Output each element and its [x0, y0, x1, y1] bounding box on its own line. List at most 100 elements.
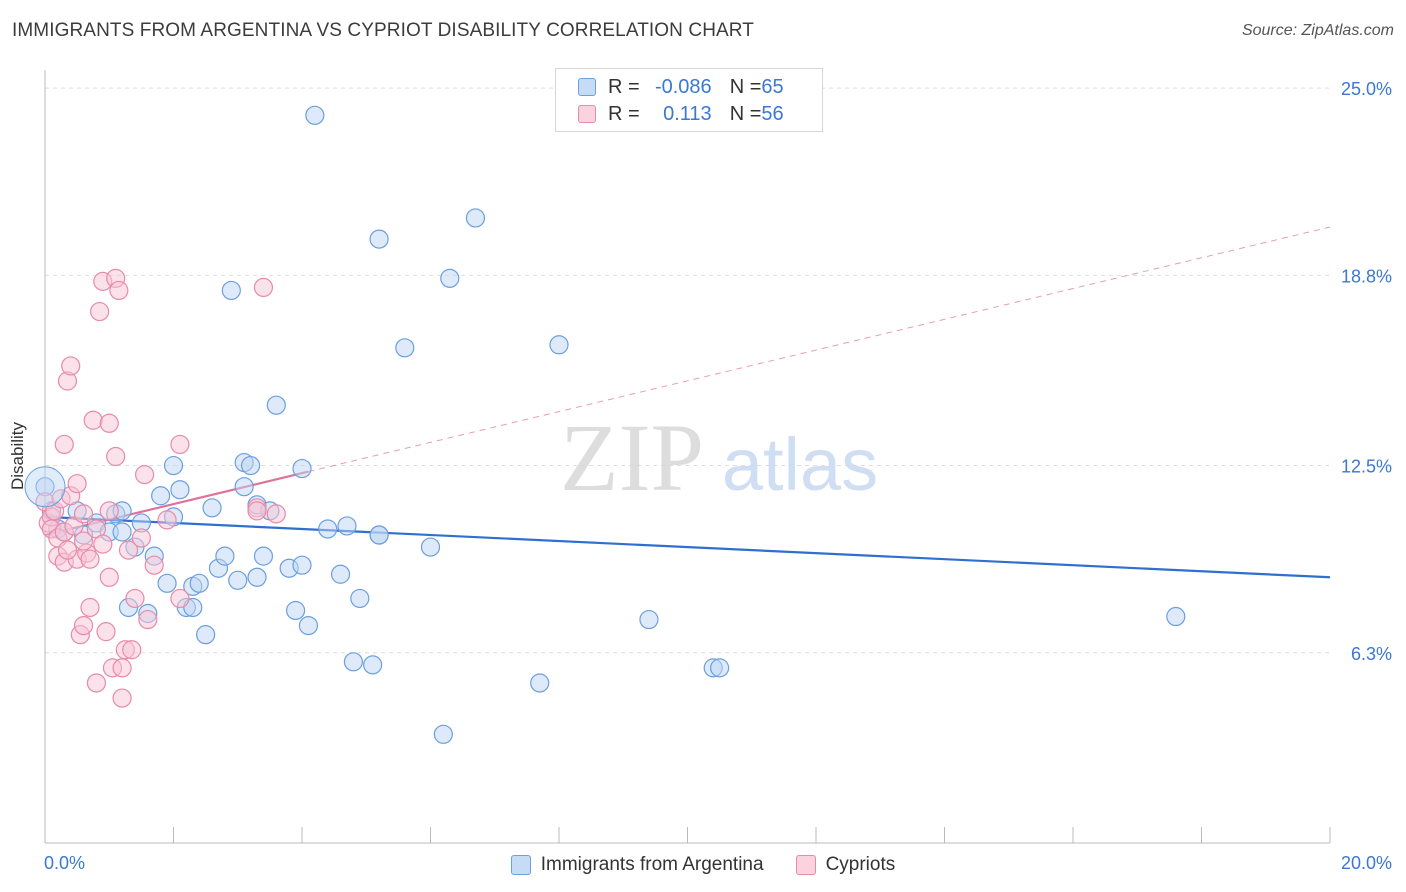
point-cypriots [73, 531, 94, 551]
data-points [24, 105, 1186, 744]
legend-n-label: N = [729, 75, 762, 98]
point-cypriots [134, 465, 155, 485]
legend-swatch-cypriots [578, 105, 596, 123]
point-cypriots [266, 504, 286, 524]
point-argentina [369, 525, 389, 545]
point-argentina [253, 546, 274, 566]
series-swatch-cypriots [795, 855, 816, 875]
legend-r-label: R = [608, 75, 640, 98]
point-cypriots [125, 588, 145, 609]
point-argentina [234, 477, 254, 497]
point-cypriots [247, 501, 267, 521]
point-argentina [189, 573, 209, 593]
point-cypriots [96, 622, 116, 642]
point-argentina [170, 480, 190, 500]
point-cypriots [54, 434, 74, 455]
point-argentina [350, 588, 370, 609]
point-cypriots [106, 446, 126, 467]
point-argentina [465, 208, 486, 228]
point-argentina [241, 455, 261, 476]
legend-n-label: N = [729, 102, 762, 125]
legend-n-value: 56 [761, 102, 784, 125]
point-cypriots [122, 640, 142, 660]
source-credit: Source: ZipAtlas.com [1241, 22, 1394, 39]
point-argentina [710, 658, 730, 678]
point-cypriots [86, 673, 107, 693]
point-cypriots [73, 504, 94, 524]
legend-n-value: 65 [761, 75, 784, 98]
watermark: ZIP atlas [560, 404, 878, 511]
point-argentina [247, 567, 267, 587]
point-argentina [196, 625, 216, 645]
point-cypriots [144, 555, 164, 575]
point-cypriots [83, 410, 103, 430]
point-argentina [433, 724, 453, 744]
point-argentina [639, 609, 659, 630]
series-label-argentina: Immigrants from Argentina [540, 854, 764, 875]
point-argentina [151, 486, 171, 506]
trend-line-argentina [44, 515, 1331, 579]
series-legend-argentina[interactable]: Immigrants from Argentina [510, 854, 764, 876]
legend-row-argentina: R = -0.086 N = 65 [578, 75, 784, 99]
point-cypriots [109, 280, 129, 301]
tick-labels: 6.3% 12.5% 18.8% 25.0% 0.0% 20.0% [44, 79, 1392, 873]
point-cypriots [73, 615, 94, 636]
point-cypriots [80, 597, 100, 618]
y-tick-label: 6.3% [1351, 644, 1392, 664]
point-argentina [305, 105, 325, 125]
point-cypriots [157, 510, 177, 530]
point-argentina [330, 564, 351, 584]
watermark-zip: ZIP [560, 404, 704, 511]
point-cypriots [118, 540, 139, 560]
point-argentina [266, 395, 286, 415]
point-argentina [298, 615, 319, 636]
point-argentina [440, 268, 460, 288]
point-argentina [221, 280, 241, 301]
point-cypriots [93, 534, 113, 554]
legend-r-label: R = [608, 102, 640, 125]
point-cypriots [253, 277, 274, 298]
point-argentina-large [24, 466, 66, 508]
trend-lines [44, 226, 1331, 579]
point-argentina [202, 498, 222, 518]
x-tick-label: 20.0% [1341, 853, 1392, 873]
series-legend-cypriots[interactable]: Cypriots [795, 854, 896, 876]
point-cypriots [67, 474, 87, 494]
point-argentina [530, 673, 550, 693]
point-cypriots [131, 528, 151, 548]
point-argentina [420, 537, 441, 557]
series-label-cypriots: Cypriots [825, 854, 896, 875]
y-tick-label: 25.0% [1341, 79, 1392, 99]
legend-r-value: 0.113 [663, 102, 712, 125]
point-argentina [343, 652, 363, 672]
point-cypriots [90, 301, 110, 322]
series-legend: Immigrants from Argentina Cypriots [0, 851, 1406, 879]
series-swatch-argentina [510, 855, 531, 875]
point-argentina [1166, 606, 1186, 627]
point-argentina [112, 522, 132, 542]
point-cypriots [57, 540, 78, 560]
legend-row-cypriots: R = 0.113 N = 56 [578, 102, 784, 126]
point-cypriots [99, 501, 119, 521]
point-argentina [395, 338, 415, 358]
point-argentina [363, 655, 383, 675]
point-argentina [285, 600, 306, 621]
point-cypriots [112, 658, 132, 678]
y-tick-label: 18.8% [1341, 266, 1392, 286]
point-argentina [292, 555, 312, 575]
point-argentina [157, 573, 177, 593]
chart-title: IMMIGRANTS FROM ARGENTINA VS CYPRIOT DIS… [12, 20, 754, 41]
x-tick-label: 0.0% [44, 853, 85, 873]
point-argentina [228, 570, 248, 590]
legend-r-value: -0.086 [654, 75, 712, 98]
point-argentina [318, 519, 338, 539]
point-argentina [215, 546, 235, 566]
stats-legend: R = -0.086 N = 65 R = 0.113 N = 56 [555, 68, 823, 132]
point-argentina [549, 335, 569, 355]
point-cypriots [170, 588, 190, 609]
point-argentina [369, 229, 389, 249]
point-cypriots [138, 609, 158, 630]
y-tick-label: 12.5% [1341, 457, 1392, 477]
legend-swatch-argentina [578, 78, 596, 96]
